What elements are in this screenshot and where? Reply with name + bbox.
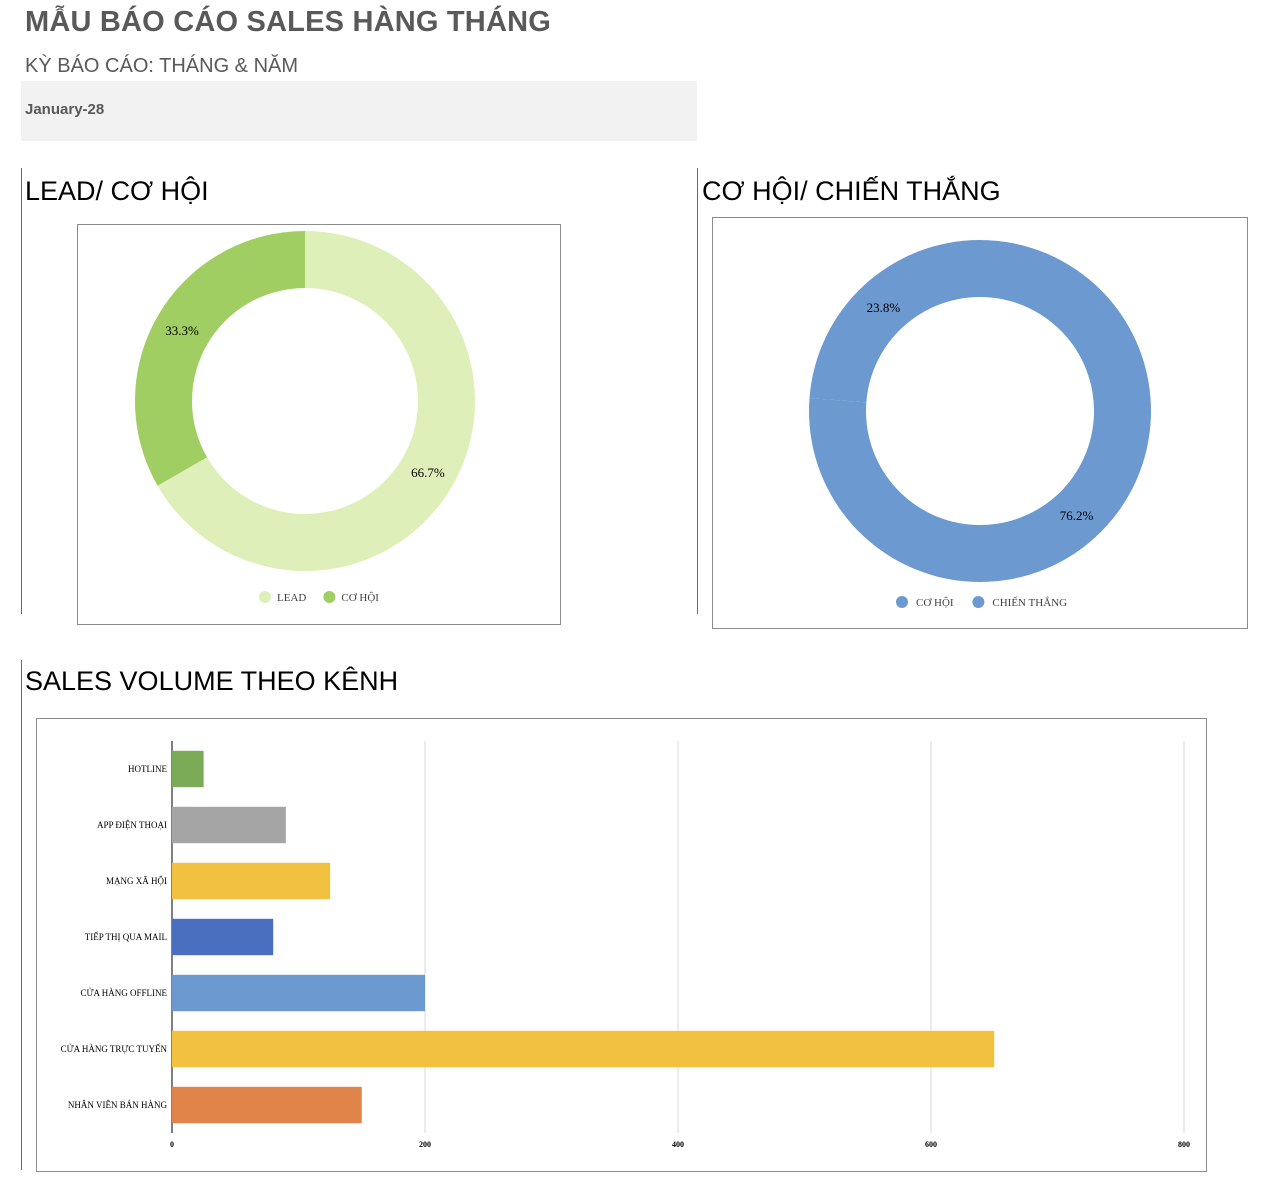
legend-marker [972,596,985,608]
section-title-lead-co-hoi: LEAD/ CƠ HỘI [25,176,209,206]
legend-marker [323,591,336,603]
legend-marker [896,596,908,608]
donut-data-label: 23.8% [867,300,901,315]
lead-co-hoi-chart: 66.7% 33.3% LEAD CƠ HỘI [77,224,561,625]
y-category-label: HOTLINE [128,764,167,774]
donut-data-label: 33.3% [165,323,199,338]
section-title-co-hoi-chien-thang: CƠ HỘI/ CHIẾN THẮNG [702,176,1001,206]
bar-nhan-vien-ban-hang [172,1086,362,1124]
legend-label-lead: LEAD [277,592,306,604]
co-hoi-chien-thang-donut: 23.8% 76.2% CƠ HỘI CHIẾN THẮNG [809,240,1151,609]
legend-label-co-hoi: CƠ HỘI [341,592,379,604]
sales-volume-chart: 0 200 400 600 800 HOTLINE APP ĐIỆN THOẠI MẠNG X… [36,718,1207,1172]
donut-slice-lead [157,231,476,571]
y-category-label: NHÂN VIÊN BÁN HÀNG [68,1100,168,1110]
bar-cua-hang-truc-tuyen [172,1030,995,1068]
x-tick-label: 400 [672,1140,684,1149]
bar-app-dien-thoai [172,806,286,844]
bar-hotline [172,750,204,788]
section-divider [21,168,22,614]
section-title-sales-volume: SALES VOLUME THEO KÊNH [25,666,399,696]
legend-label-co-hoi: CƠ HỘI [916,597,954,609]
page-title: MẪU BÁO CÁO SALES HÀNG THÁNG [25,6,551,38]
legend-marker [259,591,271,603]
y-category-label: TIẾP THỊ QUA MAIL [85,932,167,942]
bar-mang-xa-hoi [172,862,331,900]
bar-tiep-thi-qua-mail [172,918,274,956]
x-tick-label: 200 [419,1140,431,1149]
lead-co-hoi-donut: 66.7% 33.3% LEAD CƠ HỘI [135,231,476,604]
x-tick-label: 0 [170,1140,174,1149]
bar-cua-hang-offline [172,974,425,1012]
x-tick-label: 600 [925,1140,937,1149]
report-period-field[interactable]: January-28 [21,81,697,141]
y-category-label: CỬA HÀNG TRỰC TUYẾN [61,1044,168,1054]
donut-data-label: 66.7% [411,465,445,480]
x-tick-label: 800 [1178,1140,1190,1149]
report-period-value: January-28 [25,101,105,118]
y-category-label: MẠNG XÃ HỘI [106,876,167,886]
sales-volume-bar-chart: 0 200 400 600 800 HOTLINE APP ĐIỆN THOẠI MẠNG X… [61,741,1190,1149]
donut-data-label: 76.2% [1060,508,1094,523]
section-divider [21,660,22,1170]
y-category-label: APP ĐIỆN THOẠI [97,820,167,830]
report-period-label: KỲ BÁO CÁO: THÁNG & NĂM [25,55,299,77]
donut-slice-co-hoi [809,240,1151,582]
section-divider [697,168,698,614]
donut-slice-co-hoi [135,231,305,486]
y-category-label: CỬA HÀNG OFFLINE [81,988,168,998]
legend-label-chien-thang: CHIẾN THẮNG [992,596,1067,609]
co-hoi-chien-thang-chart: 23.8% 76.2% CƠ HỘI CHIẾN THẮNG [712,217,1248,629]
donut-slice-chien-thang [809,240,980,403]
